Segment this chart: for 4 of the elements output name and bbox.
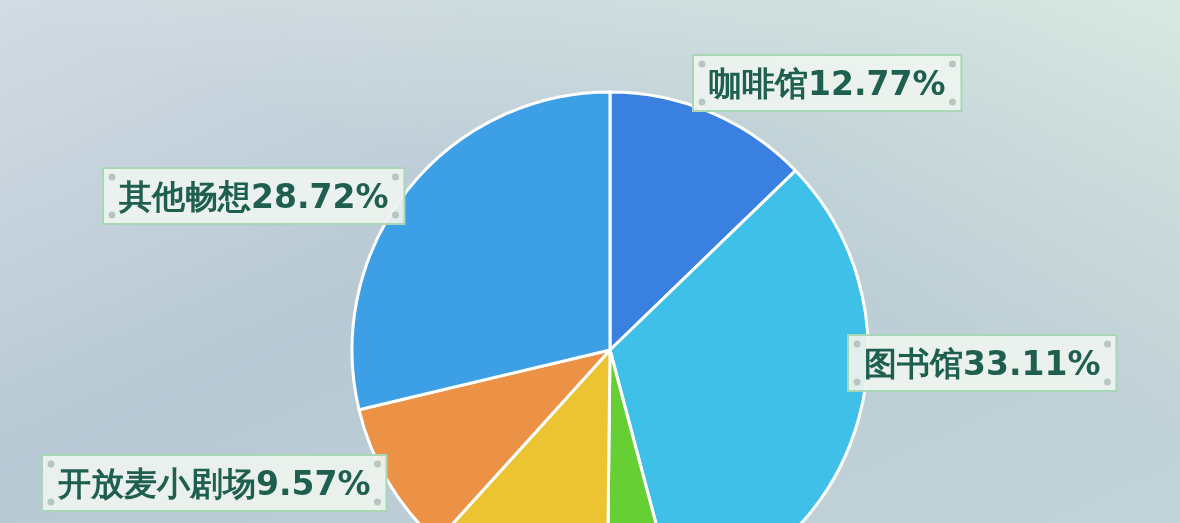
slice-label: 咖啡馆12.77% — [709, 63, 946, 103]
slice-label: 其他畅想28.72% — [118, 176, 389, 216]
slice-label: 开放麦小剧场9.57% — [57, 463, 371, 503]
slice-label: 图书馆33.11% — [864, 343, 1101, 383]
